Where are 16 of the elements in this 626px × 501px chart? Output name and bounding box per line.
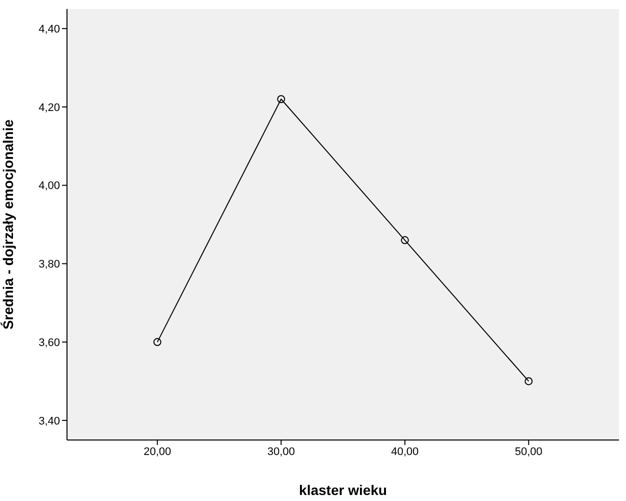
x-tick-label: 20,00	[144, 446, 172, 458]
point	[524, 377, 533, 386]
y-tick-label: 3,40	[38, 415, 60, 428]
y-tick-label: 4,20	[38, 102, 60, 114]
x-tick-label: 40,00	[391, 446, 419, 458]
x-axis-title: klaster wieku	[299, 482, 387, 498]
y-tick-label: 3,60	[38, 336, 60, 349]
x-tick-label: 30,00	[267, 446, 295, 458]
point	[400, 236, 409, 244]
x-tick-label: 50,00	[514, 446, 542, 458]
y-tick-label: 3,80	[38, 258, 60, 271]
point	[153, 338, 162, 346]
point	[277, 95, 286, 104]
y-tick-label: 4,40	[38, 23, 60, 36]
y-tick-label: 4,00	[38, 180, 60, 192]
y-axis-title: Średnia - dojrzały emocjonalnie	[0, 119, 16, 330]
